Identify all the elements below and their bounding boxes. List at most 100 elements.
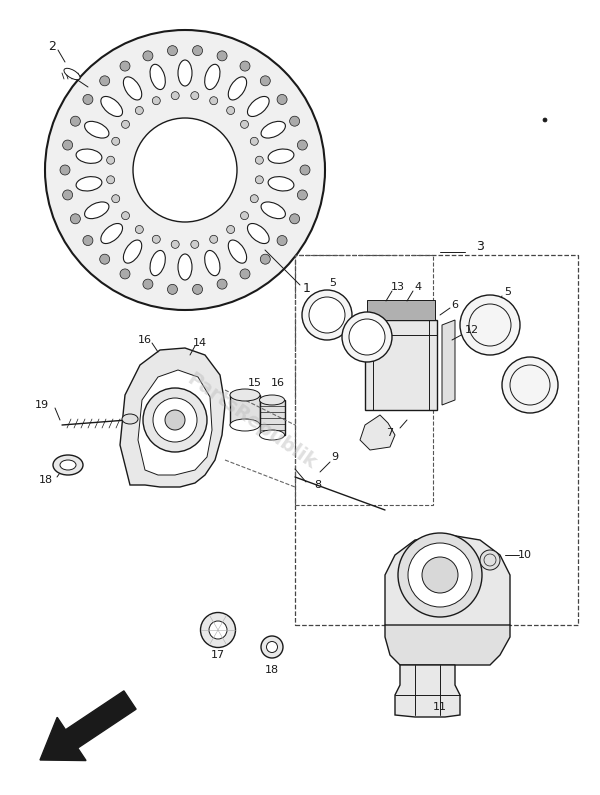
Circle shape: [309, 297, 345, 333]
Text: 16: 16: [271, 378, 285, 388]
Circle shape: [277, 95, 287, 104]
Ellipse shape: [268, 149, 294, 163]
Circle shape: [240, 61, 250, 71]
Circle shape: [210, 235, 218, 243]
Ellipse shape: [268, 176, 294, 191]
Circle shape: [260, 76, 270, 86]
Circle shape: [70, 214, 80, 224]
Ellipse shape: [261, 122, 286, 138]
Text: 13: 13: [391, 282, 405, 292]
Circle shape: [62, 190, 73, 200]
Text: 8: 8: [314, 480, 322, 490]
Circle shape: [408, 543, 472, 607]
Circle shape: [241, 120, 248, 128]
Circle shape: [300, 165, 310, 175]
Circle shape: [83, 235, 93, 246]
Circle shape: [298, 190, 307, 200]
Ellipse shape: [205, 250, 220, 276]
Circle shape: [120, 61, 130, 71]
Polygon shape: [138, 370, 212, 475]
Circle shape: [191, 91, 199, 99]
Ellipse shape: [260, 430, 284, 440]
Circle shape: [143, 51, 153, 61]
Ellipse shape: [76, 149, 102, 163]
Text: 16: 16: [138, 335, 152, 345]
Circle shape: [250, 195, 258, 203]
Circle shape: [302, 290, 352, 340]
Circle shape: [167, 285, 178, 294]
Circle shape: [167, 45, 178, 56]
Ellipse shape: [230, 419, 260, 431]
Ellipse shape: [205, 64, 220, 90]
Bar: [295, 255, 578, 625]
Text: 10: 10: [518, 550, 532, 560]
Circle shape: [107, 156, 115, 165]
Circle shape: [217, 51, 227, 61]
Bar: [365, 320, 437, 410]
Ellipse shape: [124, 77, 142, 100]
Circle shape: [83, 95, 93, 104]
Ellipse shape: [247, 96, 269, 117]
Ellipse shape: [247, 223, 269, 243]
Circle shape: [153, 398, 197, 442]
Circle shape: [143, 279, 153, 289]
Text: 18: 18: [265, 665, 279, 675]
Ellipse shape: [266, 642, 277, 653]
Text: 9: 9: [331, 452, 338, 462]
Bar: [367, 300, 435, 320]
Text: 14: 14: [193, 338, 207, 348]
Ellipse shape: [261, 202, 286, 219]
Circle shape: [133, 118, 237, 222]
Circle shape: [120, 269, 130, 279]
Ellipse shape: [150, 64, 166, 90]
Polygon shape: [120, 348, 225, 487]
Circle shape: [277, 235, 287, 246]
Circle shape: [256, 156, 263, 165]
Ellipse shape: [76, 176, 102, 191]
Circle shape: [60, 165, 70, 175]
Polygon shape: [360, 415, 395, 450]
Ellipse shape: [60, 460, 76, 470]
Circle shape: [165, 410, 185, 430]
Circle shape: [240, 269, 250, 279]
Circle shape: [342, 312, 392, 362]
Ellipse shape: [200, 612, 235, 647]
Text: 19: 19: [35, 400, 49, 410]
Text: 17: 17: [211, 650, 225, 660]
Ellipse shape: [228, 77, 247, 100]
Ellipse shape: [101, 223, 122, 243]
Circle shape: [100, 76, 110, 86]
Polygon shape: [385, 535, 510, 637]
Text: 6: 6: [452, 300, 458, 310]
Circle shape: [121, 120, 130, 128]
Circle shape: [152, 235, 160, 243]
Circle shape: [171, 240, 179, 248]
Circle shape: [227, 226, 235, 234]
Circle shape: [107, 176, 115, 184]
Text: 7: 7: [386, 428, 394, 438]
Circle shape: [502, 357, 558, 413]
Ellipse shape: [64, 68, 80, 80]
Circle shape: [193, 285, 203, 294]
Ellipse shape: [53, 455, 83, 475]
Circle shape: [136, 107, 143, 114]
Circle shape: [100, 254, 110, 264]
Ellipse shape: [260, 395, 284, 405]
Circle shape: [121, 211, 130, 219]
Polygon shape: [230, 395, 260, 425]
Ellipse shape: [178, 254, 192, 280]
Circle shape: [398, 533, 482, 617]
Ellipse shape: [230, 389, 260, 401]
Circle shape: [112, 138, 120, 145]
Ellipse shape: [122, 414, 138, 424]
Circle shape: [241, 211, 248, 219]
Circle shape: [45, 30, 325, 310]
Circle shape: [191, 240, 199, 248]
Text: 5: 5: [505, 287, 511, 297]
Ellipse shape: [85, 202, 109, 219]
Ellipse shape: [85, 122, 109, 138]
Text: 18: 18: [39, 475, 53, 485]
Circle shape: [152, 97, 160, 105]
Bar: [295, 255, 433, 505]
Ellipse shape: [101, 96, 122, 117]
